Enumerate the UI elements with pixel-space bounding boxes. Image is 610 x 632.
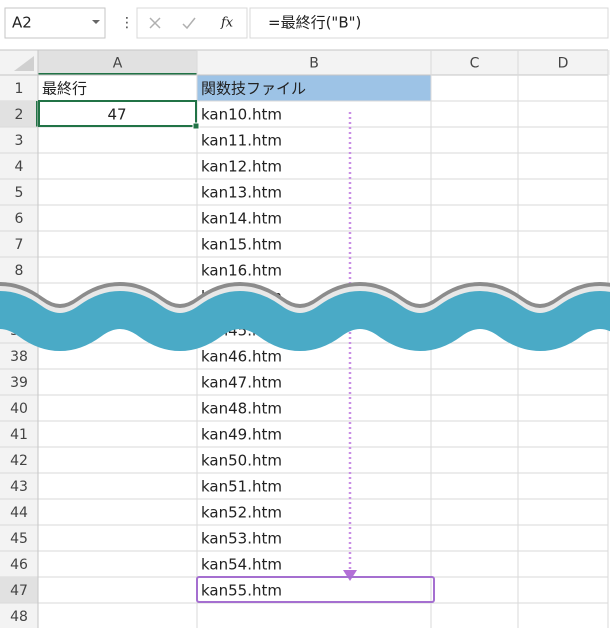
row-number: 41 (10, 427, 28, 443)
fill-handle (192, 122, 200, 130)
cell-b: kan48.htm (201, 400, 282, 418)
cell-a: 最終行 (42, 80, 87, 98)
cell-b: kan46.htm (201, 348, 282, 366)
name-box[interactable] (4, 7, 106, 39)
formula-box[interactable] (249, 7, 609, 39)
cell-b: kan51.htm (201, 478, 282, 496)
cancel-icon[interactable] (149, 17, 161, 29)
row-number: 8 (15, 263, 24, 279)
row-number: 48 (10, 609, 28, 625)
cell-b: kan47.htm (201, 374, 282, 392)
row-number: 40 (10, 401, 28, 417)
cell-b: kan11.htm (201, 132, 282, 150)
row-header-highlight (0, 577, 38, 603)
row-number: 7 (15, 237, 24, 253)
column-header-selected (38, 50, 197, 75)
row-number: 4 (15, 159, 24, 175)
row-number: 39 (10, 375, 28, 391)
dropdown-arrow[interactable] (92, 20, 100, 24)
cell-b: kan55.htm (201, 582, 282, 600)
row-number: 5 (15, 185, 24, 201)
column-letter: A (113, 56, 123, 72)
cell-b: kan15.htm (201, 236, 282, 254)
search-arrowhead (343, 570, 357, 581)
enter-icon[interactable] (182, 17, 196, 30)
cell-a: 47 (107, 106, 126, 124)
row-number: 46 (10, 557, 28, 573)
cell-b: kan53.htm (201, 530, 282, 548)
active-cell (38, 100, 197, 127)
column-letter: B (309, 56, 319, 72)
cell-b: kan14.htm (201, 210, 282, 228)
cell-b: 関数技ファイル (201, 80, 306, 98)
separator: ⋮ (120, 15, 134, 31)
cell-b: kan52.htm (201, 504, 282, 522)
row-number: 1 (15, 81, 24, 97)
row-number: 6 (15, 211, 24, 227)
row-header-selected (0, 101, 38, 127)
row-header-bar (0, 75, 38, 628)
row-number: 2 (15, 107, 24, 123)
fx-icon[interactable]: fx (220, 16, 234, 31)
cell-b: kan54.htm (201, 556, 282, 574)
cell-b: kan50.htm (201, 452, 282, 470)
formula-text: =最終行("B") (268, 14, 361, 32)
cell-b: kan12.htm (201, 158, 282, 176)
header-cell-fill (197, 75, 431, 101)
row-number: 38 (10, 349, 28, 365)
row-number: 45 (10, 531, 28, 547)
name-box-text: A2 (12, 14, 32, 32)
column-letter: D (558, 56, 569, 72)
cell-b: kan16.htm (201, 262, 282, 280)
row-number: 42 (10, 453, 28, 469)
row-number: 47 (10, 583, 28, 599)
cell-b: kan13.htm (201, 184, 282, 202)
row-number: 3 (15, 133, 24, 149)
row-number: 44 (10, 505, 28, 521)
cell-b: kan10.htm (201, 106, 282, 124)
row-number: 43 (10, 479, 28, 495)
column-letter: C (470, 56, 480, 72)
cell-b: kan49.htm (201, 426, 282, 444)
found-cell-outline (196, 576, 435, 603)
select-all (14, 56, 34, 71)
break-wave (0, 291, 610, 351)
